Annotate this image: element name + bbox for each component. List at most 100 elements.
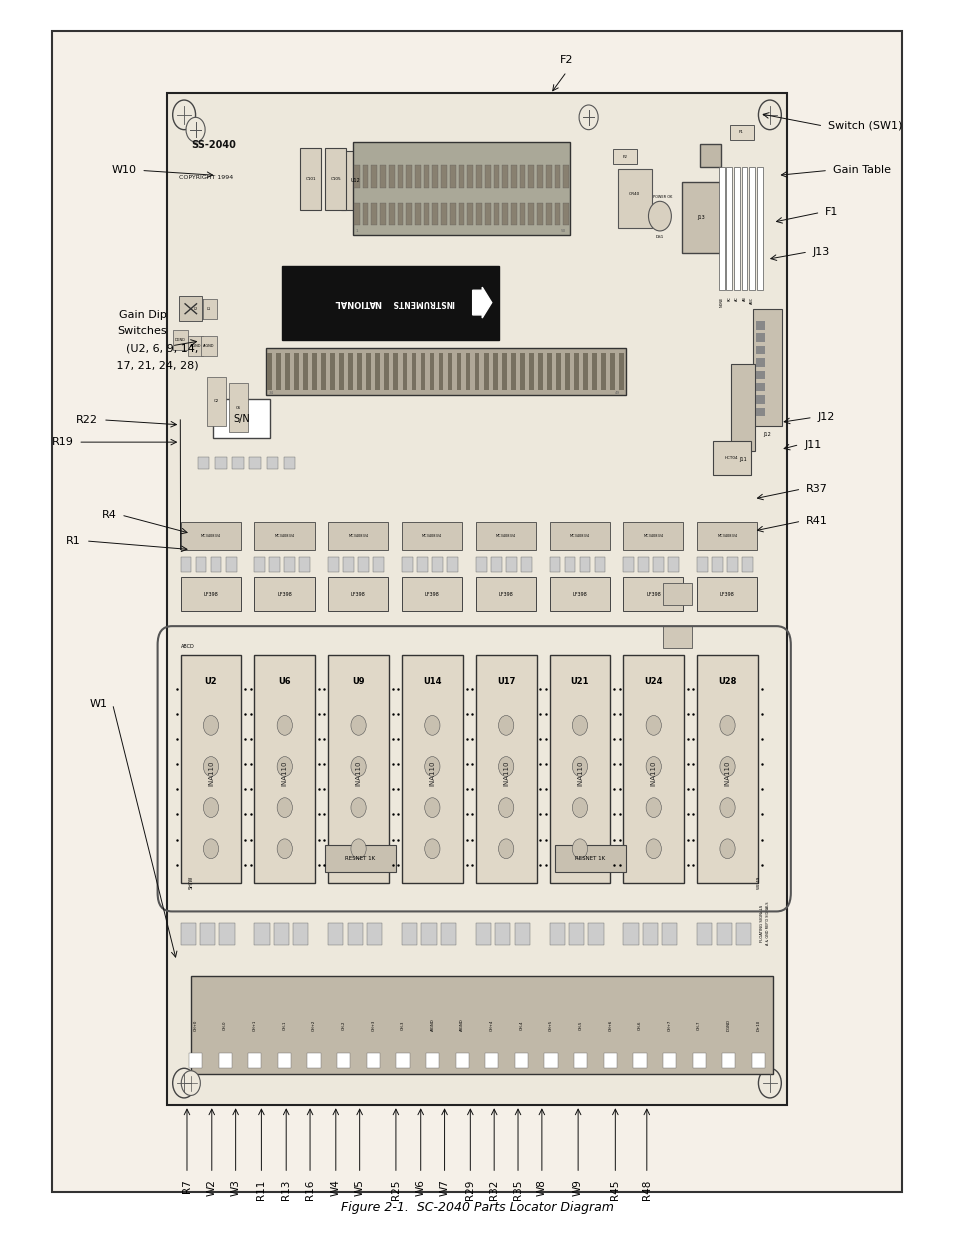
Bar — [180, 923, 195, 945]
Text: INA110: INA110 — [723, 761, 730, 787]
Bar — [755, 383, 764, 391]
Bar — [440, 165, 446, 188]
Text: INA110: INA110 — [577, 761, 582, 787]
Text: U14: U14 — [423, 678, 441, 687]
Text: W3: W3 — [231, 1179, 240, 1197]
Text: U17: U17 — [497, 678, 515, 687]
Bar — [501, 165, 507, 188]
Bar — [562, 165, 568, 188]
Bar — [348, 353, 353, 390]
Bar — [680, 182, 719, 253]
Text: W4: W4 — [331, 1179, 340, 1197]
Bar — [515, 1053, 528, 1068]
Text: C6: C6 — [235, 405, 241, 410]
Text: MC34083/4: MC34083/4 — [200, 534, 220, 538]
Text: SS-2040: SS-2040 — [191, 141, 235, 151]
Circle shape — [351, 839, 366, 858]
Bar — [476, 923, 491, 945]
Circle shape — [276, 757, 292, 777]
Circle shape — [498, 715, 514, 735]
Text: ABC: ABC — [749, 296, 754, 304]
Bar — [423, 165, 429, 188]
Text: DS1: DS1 — [655, 236, 663, 240]
Text: AIGND: AIGND — [459, 1019, 464, 1031]
Circle shape — [572, 839, 587, 858]
Bar — [749, 167, 755, 290]
Text: CH-1: CH-1 — [282, 1020, 286, 1030]
Bar — [401, 923, 416, 945]
Text: MC34083/4: MC34083/4 — [717, 534, 737, 538]
Text: OR40: OR40 — [628, 191, 639, 196]
Circle shape — [758, 1068, 781, 1098]
Bar — [201, 299, 216, 319]
Text: S/N: S/N — [233, 414, 250, 424]
Bar — [668, 557, 679, 572]
Text: R16: R16 — [305, 1179, 314, 1199]
Circle shape — [424, 798, 439, 818]
Text: J13: J13 — [696, 215, 704, 220]
Circle shape — [648, 201, 671, 231]
Text: Gain Dip: Gain Dip — [119, 310, 167, 320]
Text: R7: R7 — [182, 1179, 192, 1193]
Text: COPYRIGHT 1994: COPYRIGHT 1994 — [179, 175, 233, 180]
Bar — [755, 333, 764, 342]
Bar — [603, 1053, 617, 1068]
Bar — [293, 923, 308, 945]
Text: Figure 2-1.  SC-2040 Parts Locator Diagram: Figure 2-1. SC-2040 Parts Locator Diagra… — [340, 1202, 613, 1214]
Bar — [384, 353, 389, 390]
Bar — [328, 557, 338, 572]
Bar — [712, 441, 750, 475]
Bar — [362, 203, 368, 225]
Bar — [401, 557, 413, 572]
Bar — [402, 353, 407, 390]
Text: Switches: Switches — [117, 326, 167, 336]
Bar — [662, 1053, 676, 1068]
Text: LF398: LF398 — [351, 592, 365, 597]
Circle shape — [276, 839, 292, 858]
Bar — [456, 353, 461, 390]
Bar — [266, 348, 625, 395]
Circle shape — [645, 715, 660, 735]
Text: POWER OK: POWER OK — [653, 195, 672, 199]
Circle shape — [351, 757, 366, 777]
Bar — [476, 165, 481, 188]
Text: CH-7: CH-7 — [697, 1020, 700, 1030]
Bar — [397, 203, 403, 225]
Text: MC34083/4: MC34083/4 — [348, 534, 368, 538]
Text: AIGND: AIGND — [430, 1019, 435, 1031]
Circle shape — [203, 798, 218, 818]
Text: U9: U9 — [352, 678, 364, 687]
Circle shape — [424, 757, 439, 777]
Text: SH/W: SH/W — [188, 876, 193, 889]
Text: W10: W10 — [112, 165, 136, 175]
Bar — [700, 144, 720, 167]
Bar — [254, 557, 265, 572]
Bar — [588, 923, 603, 945]
Bar — [712, 557, 722, 572]
Bar — [568, 923, 583, 945]
Text: NATIONAL: NATIONAL — [334, 298, 381, 308]
Text: NONE: NONE — [719, 296, 723, 306]
Text: CH+3: CH+3 — [371, 1019, 375, 1031]
Bar — [447, 557, 457, 572]
Bar — [339, 353, 344, 390]
Text: 49: 49 — [614, 391, 618, 395]
Text: MC34083/4: MC34083/4 — [569, 534, 589, 538]
Text: R22: R22 — [76, 415, 98, 425]
Bar — [549, 557, 559, 572]
Text: D+10: D+10 — [756, 1019, 760, 1031]
Bar — [283, 457, 295, 469]
FancyArrow shape — [472, 288, 491, 319]
Bar — [613, 149, 637, 164]
Text: MC34083/4: MC34083/4 — [642, 534, 662, 538]
Bar — [751, 1053, 764, 1068]
Text: U28: U28 — [718, 678, 736, 687]
Text: INSTRUMENTS: INSTRUMENTS — [391, 298, 454, 308]
Bar — [219, 923, 234, 945]
Bar — [467, 165, 473, 188]
Bar — [729, 125, 753, 140]
Bar — [458, 165, 464, 188]
Bar — [465, 353, 470, 390]
Bar — [425, 1053, 438, 1068]
Text: W8: W8 — [537, 1179, 546, 1197]
